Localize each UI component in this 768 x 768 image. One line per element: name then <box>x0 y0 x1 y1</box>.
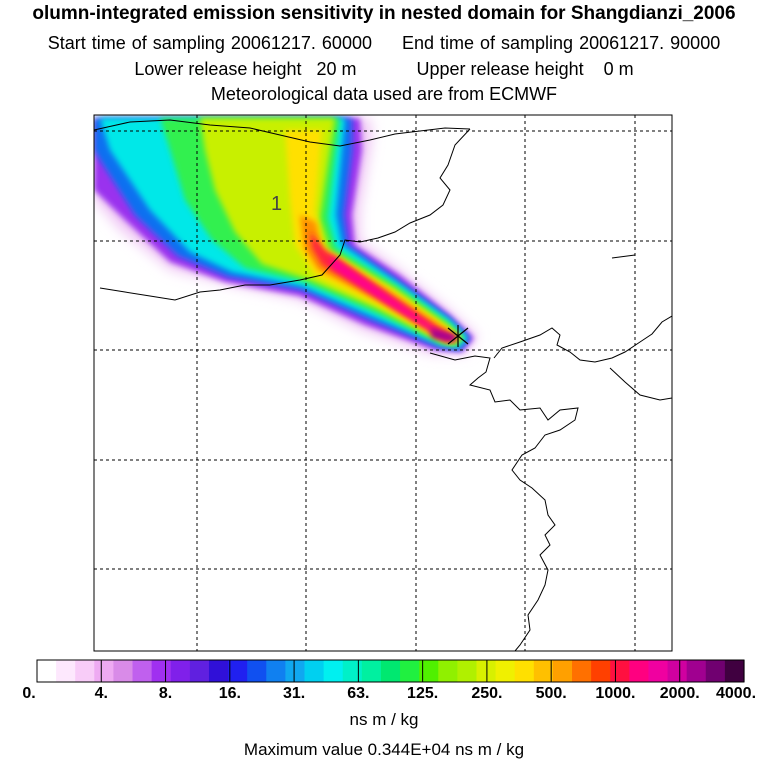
release-site-marker <box>447 325 469 347</box>
colorbar-frame <box>36 659 745 683</box>
map-frame <box>93 114 673 652</box>
colorbar-swatch <box>495 660 516 682</box>
colorbar-swatch <box>629 660 650 682</box>
colorbar-swatch <box>686 660 707 682</box>
colorbar-swatch <box>361 660 382 682</box>
colorbar-swatch <box>610 660 630 682</box>
upper-release-text: Upper release height 0 m <box>416 59 634 79</box>
colorbar-swatch <box>94 660 115 682</box>
colorbar-swatch <box>189 660 210 682</box>
colorbar-swatch <box>37 660 57 682</box>
colorbar-swatch <box>56 660 76 682</box>
colorbar-swatch <box>323 660 344 682</box>
release-heights: Lower release height 20 m Upper release h… <box>0 59 768 80</box>
colorbar-swatch <box>113 660 134 682</box>
colorbar-tick-label: 16. <box>218 685 241 702</box>
colorbar-swatch <box>151 660 172 682</box>
start-sampling-text: Start time of sampling 20061217. 60000 <box>47 33 372 53</box>
colorbar-swatch <box>705 660 726 682</box>
colorbar-swatch <box>75 660 95 682</box>
colorbar-swatch <box>457 660 478 682</box>
colorbar-swatch <box>533 660 554 682</box>
colorbar-swatch <box>228 660 248 682</box>
coastlines <box>94 119 672 651</box>
colorbar-swatch <box>419 660 439 682</box>
colorbar-swatch <box>514 660 535 682</box>
colorbar-swatch <box>724 660 745 682</box>
colorbar-swatch <box>476 660 497 682</box>
colorbar-unit: ns m / kg <box>349 710 419 729</box>
colorbar-swatch <box>552 660 573 682</box>
colorbar-swatch <box>438 660 458 682</box>
colorbar-tick-label: 4. <box>94 685 108 702</box>
sensitivity-field <box>94 118 478 354</box>
colorbar-tick-label: 250. <box>471 685 503 702</box>
colorbar-swatch <box>667 660 688 682</box>
colorbar-tick-label: 125. <box>407 685 439 702</box>
colorbar-swatch <box>648 660 669 682</box>
sampling-times: Start time of sampling 20061217. 60000 En… <box>0 33 768 54</box>
end-sampling-text: End time of sampling 20061217. 90000 <box>401 33 721 53</box>
colorbar-swatch <box>572 660 592 682</box>
colorbar-swatch <box>170 660 191 682</box>
colorbar-swatch <box>400 660 420 682</box>
colorbar <box>37 660 745 682</box>
lower-release-text: Lower release height 20 m <box>134 59 357 79</box>
colorbar-swatch <box>380 660 401 682</box>
maximum-value-text: Maximum value 0.344E+04 ns m / kg <box>243 740 525 759</box>
colorbar-tick-label: 63. <box>347 685 370 702</box>
colorbar-swatch <box>285 660 306 682</box>
colorbar-tick-label: 4000. <box>715 685 757 702</box>
plot-title: olumn-integrated emission sensitivity in… <box>32 3 736 24</box>
colorbar-swatch <box>247 660 267 682</box>
colorbar-swatch <box>304 660 325 682</box>
colorbar-swatch <box>342 660 363 682</box>
colorbar-tick-label: 31. <box>282 685 306 702</box>
colorbar-tick-label: 0. <box>22 685 36 702</box>
marker-label: 1 <box>271 193 282 215</box>
colorbar-swatch <box>208 660 229 682</box>
colorbar-tick-label: 2000. <box>659 685 700 702</box>
graticule <box>94 115 672 651</box>
colorbar-swatch <box>132 660 153 682</box>
colorbar-tick-label: 8. <box>158 685 173 702</box>
met-data-text: Meteorological data used are from ECMWF <box>210 84 558 104</box>
colorbar-swatch <box>591 660 611 682</box>
colorbar-tick-label: 1000. <box>595 685 636 702</box>
colorbar-swatch <box>266 660 287 682</box>
colorbar-tick-label: 500. <box>535 685 567 702</box>
